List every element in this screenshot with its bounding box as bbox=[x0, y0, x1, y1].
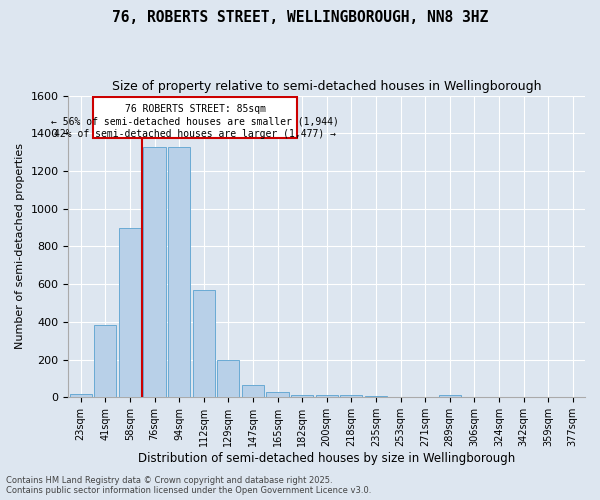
Bar bbox=[168, 148, 190, 398]
Text: 76 ROBERTS STREET: 85sqm: 76 ROBERTS STREET: 85sqm bbox=[125, 104, 266, 114]
Text: Contains HM Land Registry data © Crown copyright and database right 2025.
Contai: Contains HM Land Registry data © Crown c… bbox=[6, 476, 371, 495]
Text: 42% of semi-detached houses are larger (1,477) →: 42% of semi-detached houses are larger (… bbox=[54, 128, 336, 138]
X-axis label: Distribution of semi-detached houses by size in Wellingborough: Distribution of semi-detached houses by … bbox=[138, 452, 515, 465]
Text: ← 56% of semi-detached houses are smaller (1,944): ← 56% of semi-detached houses are smalle… bbox=[51, 116, 339, 126]
Bar bbox=[266, 392, 289, 398]
Y-axis label: Number of semi-detached properties: Number of semi-detached properties bbox=[15, 144, 25, 350]
Bar bbox=[217, 360, 239, 398]
Bar bbox=[70, 394, 92, 398]
Bar bbox=[316, 395, 338, 398]
Bar bbox=[439, 395, 461, 398]
Bar bbox=[119, 228, 141, 398]
Bar bbox=[193, 290, 215, 398]
Bar bbox=[340, 396, 362, 398]
Title: Size of property relative to semi-detached houses in Wellingborough: Size of property relative to semi-detach… bbox=[112, 80, 541, 93]
Bar bbox=[94, 324, 116, 398]
Bar bbox=[242, 385, 264, 398]
FancyBboxPatch shape bbox=[93, 98, 297, 138]
Text: 76, ROBERTS STREET, WELLINGBOROUGH, NN8 3HZ: 76, ROBERTS STREET, WELLINGBOROUGH, NN8 … bbox=[112, 10, 488, 25]
Bar bbox=[291, 394, 313, 398]
Bar bbox=[365, 396, 387, 398]
Bar bbox=[143, 148, 166, 398]
